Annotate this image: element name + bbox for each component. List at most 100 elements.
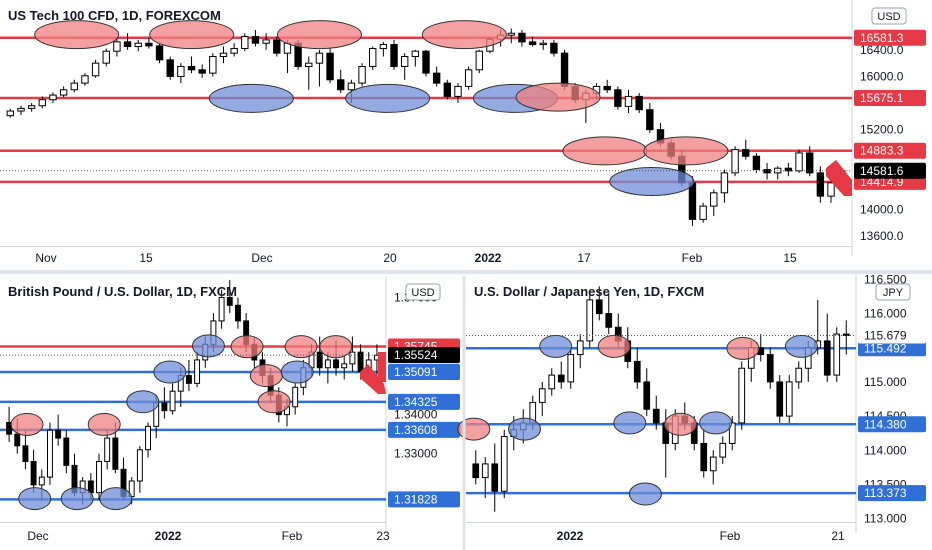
x-tick-label: 15 <box>139 251 153 265</box>
candle-body <box>145 42 153 47</box>
candle-body <box>347 82 356 91</box>
chart-title: US Tech 100 CFD, 1D, FOREXCOM <box>8 8 221 23</box>
x-tick-label: 23 <box>376 529 390 543</box>
candle-body <box>605 313 613 328</box>
candle-body <box>316 351 323 369</box>
candle-body <box>816 172 825 197</box>
candle-body <box>646 109 654 131</box>
highlight-ellipse <box>664 412 697 436</box>
highlight-ellipse <box>613 411 647 435</box>
level-price-label: 15675.1 <box>860 91 904 105</box>
candle-body <box>842 333 850 337</box>
last-price-label: 1.35524 <box>394 348 438 362</box>
x-tick-label: Feb <box>720 529 741 543</box>
usdjpy-chart-panel[interactable]: 116.500116.000115.000114.500114.000113.5… <box>457 272 926 543</box>
candle-body <box>595 299 603 315</box>
candle-body <box>752 155 761 171</box>
candle-body <box>776 381 784 417</box>
candle-body <box>784 167 793 172</box>
x-tick-label: 2022 <box>557 529 584 543</box>
candle-body <box>27 105 36 109</box>
level-price-label: 115.492 <box>864 341 907 355</box>
candle-body <box>262 39 270 44</box>
candle-body <box>292 386 299 408</box>
y-tick-label: 14000.0 <box>860 202 904 216</box>
candle-body <box>833 333 841 376</box>
currency-badge[interactable] <box>871 7 907 25</box>
candle-body <box>91 62 100 77</box>
candle-body <box>55 429 62 439</box>
currency-badge[interactable] <box>405 283 441 301</box>
level-price-box <box>388 364 460 381</box>
last-price-label: 14581.6 <box>860 164 904 178</box>
nasdaq-chart-panel[interactable]: 16400.0 16000.0 15200.0 14000.0 13600.0 Nov 15… <box>0 0 926 265</box>
x-tick-label: 21 <box>831 529 845 543</box>
y-tick-label: 116.500 <box>864 272 907 286</box>
candle-body <box>102 50 110 64</box>
x-tick-label: 20 <box>383 251 397 265</box>
x-tick-label: Dec <box>27 529 48 543</box>
currency-badge[interactable] <box>875 283 911 301</box>
level-price-label: 113.373 <box>864 486 907 500</box>
candle-body <box>81 75 89 84</box>
highlight-ellipse <box>230 335 264 359</box>
candle-body <box>720 172 729 194</box>
last-price-box <box>388 347 460 364</box>
candle-body <box>113 41 121 52</box>
highlight-ellipse <box>208 83 294 113</box>
x-tick-label: Dec <box>251 251 272 265</box>
highlight-ellipse <box>726 336 760 360</box>
candle-body <box>194 359 201 384</box>
candle-body <box>273 39 281 54</box>
last-price-box <box>854 162 926 179</box>
candle-body <box>235 304 241 322</box>
candle-body <box>454 85 462 97</box>
x-tick-label: 2022 <box>475 251 502 265</box>
candle-body <box>481 463 489 479</box>
x-tick-label: 17 <box>577 251 591 265</box>
candle-body <box>624 95 633 107</box>
x-tick-label: Nov <box>35 251 56 265</box>
highlight-ellipse <box>99 487 133 511</box>
candle-body <box>333 359 339 369</box>
candle-body <box>38 476 45 486</box>
candle-body <box>742 149 750 157</box>
candle-body <box>358 65 366 84</box>
currency-badge-label: USD <box>411 287 434 299</box>
highlight-ellipse <box>34 20 120 50</box>
candle-body <box>123 41 132 48</box>
level-price-label: 16581.3 <box>860 31 904 45</box>
candle-body <box>614 89 622 107</box>
candle-body <box>710 192 718 207</box>
highlight-ellipse <box>191 334 225 358</box>
candle-body <box>161 402 168 412</box>
highlight-ellipse <box>515 82 601 112</box>
candle-body <box>560 52 569 87</box>
gbpusd-chart-panel[interactable]: 1.370001.340001.33000Dec2022Feb231.35745… <box>0 276 460 543</box>
last-price-label: 115.679 <box>864 329 907 343</box>
candle-body <box>738 367 746 424</box>
highlight-ellipse <box>508 417 541 441</box>
highlight-ellipse <box>18 487 52 511</box>
candle-body <box>226 296 233 306</box>
candle-body <box>586 299 594 342</box>
candle-body <box>464 69 473 87</box>
candle-body <box>827 182 835 197</box>
candle-body <box>700 442 708 472</box>
y-tick-label: 116.000 <box>864 307 907 321</box>
highlight-ellipse <box>457 417 491 441</box>
candle-body <box>411 50 420 58</box>
candle-body <box>443 82 452 97</box>
x-tick-label: Feb <box>682 251 703 265</box>
candle-body <box>185 375 192 384</box>
candle-body <box>379 44 388 50</box>
candle-body <box>507 32 515 36</box>
candle-body <box>218 296 225 322</box>
candle-body <box>432 72 441 84</box>
candle-body <box>30 460 37 486</box>
candles-group <box>472 286 850 512</box>
y-tick-label: 13600.0 <box>860 229 904 243</box>
candle-body <box>324 359 331 369</box>
candle-body <box>795 152 803 172</box>
